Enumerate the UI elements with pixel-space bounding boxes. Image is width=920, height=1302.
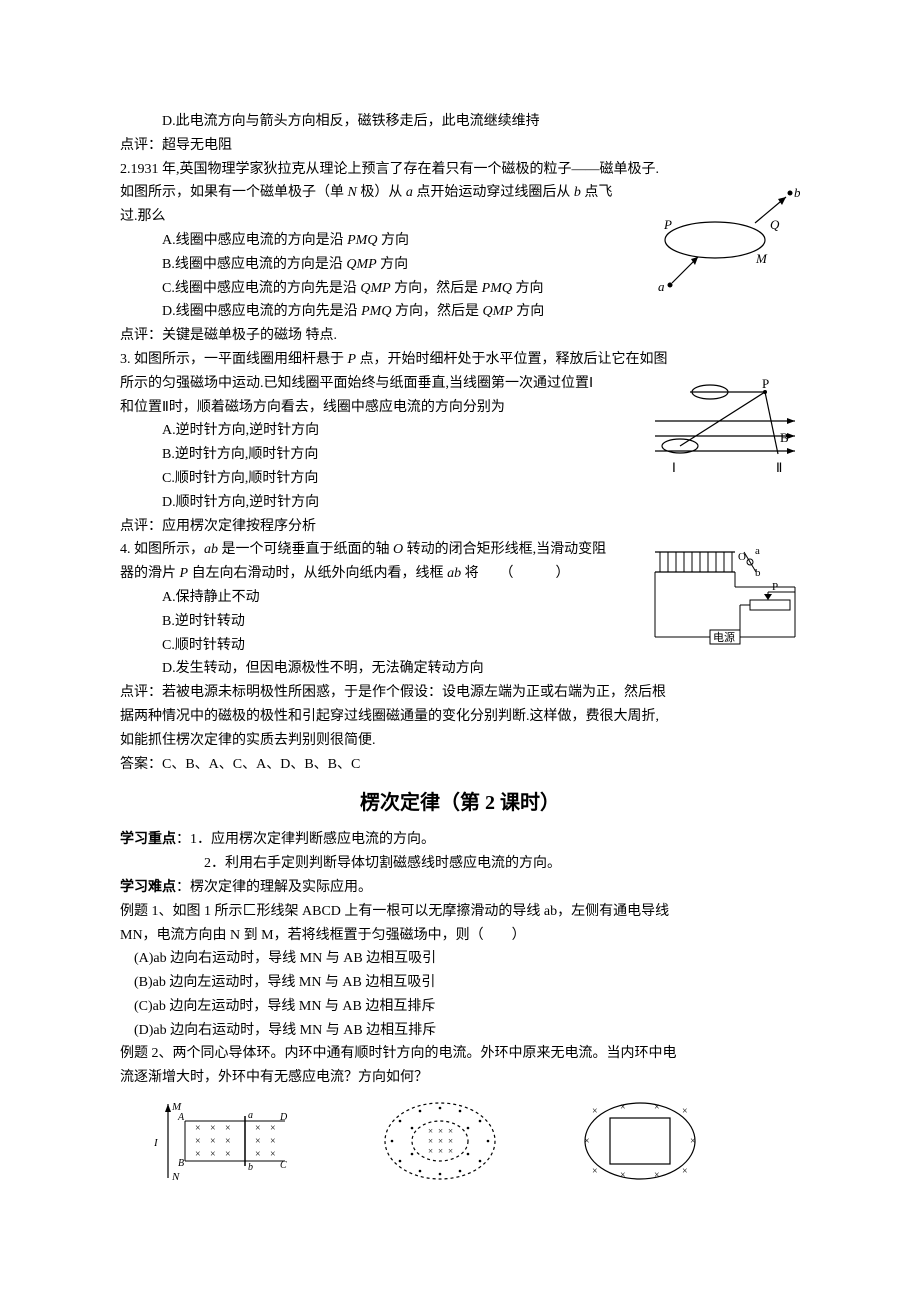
fig1-i: I (153, 1137, 159, 1149)
q4-comment-2: 据两种情况中的磁极的极性和引起穿过线圈磁通量的变化分别判断.这样做，费很大周折, (120, 705, 800, 729)
svg-text:×: × (448, 1146, 453, 1156)
ex1-line1: 例题 1、如图 1 所示匚形线架 ABCD 上有一根可以无摩擦滑动的导线 ab，… (120, 900, 800, 924)
svg-text:×: × (195, 1123, 201, 1134)
svg-text:×: × (225, 1149, 231, 1160)
q4-label-o: O (738, 551, 746, 563)
q1-comment: 点评：超导无电阻 (120, 134, 800, 158)
svg-text:×: × (438, 1126, 443, 1136)
q2-intro-2c: 点开始运动穿过线圈后从 (413, 185, 574, 200)
fig1-b: B (178, 1158, 184, 1169)
q2-comment: 点评：关键是磁单极子的磁场 特点. (120, 324, 800, 348)
q3-option-d: D.顺时针方向,逆时针方向 (120, 491, 800, 515)
fig1-c: C (280, 1160, 287, 1171)
svg-text:×: × (195, 1136, 201, 1147)
svg-text:×: × (255, 1136, 261, 1147)
q2-label-b: b (794, 185, 800, 200)
svg-text:×: × (270, 1136, 276, 1147)
svg-text:×: × (225, 1136, 231, 1147)
svg-text:×: × (592, 1166, 598, 1177)
svg-text:×: × (255, 1149, 261, 1160)
fig1-n: N (171, 1171, 180, 1183)
ex1-option-b: (B)ab 边向左运动时，导线 MN 与 AB 边相互吸引 (120, 971, 800, 995)
svg-text:×: × (438, 1146, 443, 1156)
svg-text:×: × (448, 1126, 453, 1136)
q3-label-ii: Ⅱ (776, 460, 782, 475)
ex2-line1: 例题 2、两个同心导体环。内环中通有顺时针方向的电流。外环中原来无电流。当内环中… (120, 1042, 800, 1066)
fig1-la: a (248, 1110, 253, 1121)
svg-text:×: × (584, 1136, 590, 1147)
svg-text:×: × (448, 1136, 453, 1146)
q2-intro-2d: 点飞 (581, 185, 613, 200)
svg-text:×: × (210, 1123, 216, 1134)
q4-label-b: b (755, 567, 761, 579)
q2-label-m: M (755, 251, 768, 266)
q2-option-d: D.线圈中感应电流的方向先是沿 PMQ 方向，然后是 QMP 方向 (120, 300, 800, 324)
q2-figure: P Q M a b (650, 185, 800, 295)
ex1-option-c: (C)ab 边向左运动时，导线 MN 与 AB 边相互排斥 (120, 995, 800, 1019)
svg-text:×: × (255, 1123, 261, 1134)
lesson-focus-2: 2．利用右手定则判断导体切割磁感线时感应电流的方向。 (120, 852, 800, 876)
svg-text:×: × (225, 1123, 231, 1134)
q4-figure: a b O 电源 P (650, 542, 800, 652)
lesson-title: 楞次定律（第 2 课时） (120, 786, 800, 820)
q2-label-a: a (658, 279, 665, 294)
q2-label-q: Q (770, 217, 780, 232)
svg-text:×: × (690, 1136, 696, 1147)
q2-figure-svg: P Q M a b (650, 185, 800, 295)
bottom-fig-2: ××× ××× ××× (370, 1096, 510, 1186)
ex1-option-d: (D)ab 边向右运动时，导线 MN 与 AB 边相互排斥 (120, 1019, 800, 1043)
q3-comment: 点评：应用楞次定律按程序分析 (120, 515, 800, 539)
q4-label-p: P (772, 581, 778, 593)
bottom-fig-3: × × × × × × × × × × (570, 1096, 710, 1186)
ex1-option-a: (A)ab 边向右运动时，导线 MN 与 AB 边相互吸引 (120, 947, 800, 971)
svg-text:×: × (428, 1126, 433, 1136)
q2-intro-2a2: a (406, 185, 413, 200)
svg-text:×: × (654, 1102, 660, 1113)
q3-label-b: B (780, 430, 789, 445)
svg-text:×: × (620, 1170, 626, 1181)
svg-text:×: × (654, 1170, 660, 1181)
svg-text:×: × (195, 1149, 201, 1160)
page: D.此电流方向与箭头方向相反，磁铁移走后，此电流继续维持 点评：超导无电阻 2.… (0, 0, 920, 1246)
lesson-focus-1: 学习重点：1．应用楞次定律判断感应电流的方向。 (120, 828, 800, 852)
q3-label-p: P (762, 376, 769, 391)
bottom-fig-1: M N I A B D C a b ××××× ××××× ××××× (150, 1096, 310, 1186)
q4-comment-1: 点评：若被电源未标明极性所困惑，于是作个假设：设电源左端为正或右端为正，然后根 (120, 681, 800, 705)
q4-option-d: D.发生转动，但因电源极性不明，无法确定转动方向 (120, 657, 800, 681)
svg-text:×: × (210, 1149, 216, 1160)
q2-intro-2a: 如图所示，如果有一个磁单极子（单 (120, 185, 348, 200)
q4-figure-svg: a b O 电源 P (650, 542, 800, 652)
svg-text:×: × (682, 1166, 688, 1177)
bottom-figure-row: M N I A B D C a b ××××× ××××× ××××× (120, 1096, 800, 1186)
svg-text:×: × (682, 1106, 688, 1117)
ex2-line2: 流逐渐增大时，外环中有无感应电流？方向如何？ (120, 1066, 800, 1090)
q2-intro-1: 2.1931 年,英国物理学家狄拉克从理论上预言了存在着只有一个磁极的粒子——磁… (120, 158, 800, 182)
svg-text:×: × (270, 1149, 276, 1160)
q4-comment-3: 如能抓住楞次定律的实质去判别则很简便. (120, 729, 800, 753)
svg-text:×: × (270, 1123, 276, 1134)
q2-intro-2b: 极）从 (357, 185, 406, 200)
lesson-diff: 学习难点：楞次定律的理解及实际应用。 (120, 876, 800, 900)
fig1-d: D (279, 1112, 288, 1123)
q2-intro-2b2: b (574, 185, 581, 200)
svg-text:×: × (620, 1102, 626, 1113)
q3-intro-1: 3. 如图所示，一平面线圈用细杆悬于 P 点，开始时细杆处于水平位置，释放后让它… (120, 348, 800, 372)
fig1-a: A (177, 1112, 185, 1123)
q3-label-i: Ⅰ (672, 460, 676, 475)
q3-figure-svg: P B Ⅰ Ⅱ (650, 376, 800, 476)
ex1-line2: MN，电流方向由 N 到 M，若将线框置于匀强磁场中，则（ ） (120, 924, 800, 948)
svg-text:×: × (438, 1136, 443, 1146)
q2-label-p: P (663, 217, 672, 232)
svg-text:×: × (428, 1146, 433, 1156)
q4-label-a: a (755, 545, 760, 557)
q4-label-src: 电源 (713, 630, 735, 644)
svg-text:×: × (428, 1136, 433, 1146)
svg-text:×: × (592, 1106, 598, 1117)
q2-intro-2n: N (348, 185, 357, 200)
answers: 答案：C、B、A、C、A、D、B、B、C (120, 753, 800, 777)
fig1-lb: b (248, 1162, 253, 1173)
svg-text:×: × (210, 1136, 216, 1147)
q3-figure: P B Ⅰ Ⅱ (650, 376, 800, 476)
q1-option-d: D.此电流方向与箭头方向相反，磁铁移走后，此电流继续维持 (120, 110, 800, 134)
